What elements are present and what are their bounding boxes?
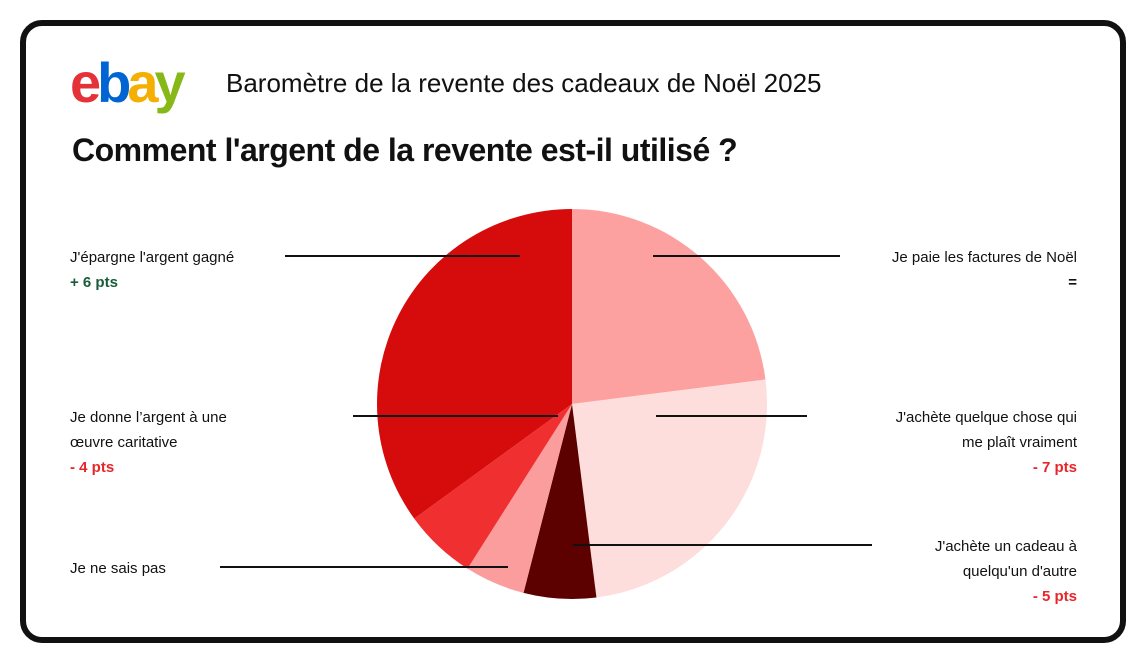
pie-slice xyxy=(377,208,572,519)
logo: ebay xyxy=(70,51,186,114)
change-label: - 7 pts xyxy=(1032,459,1077,476)
label-group: J'achète un cadeau à quelqu'un d'autre - … xyxy=(935,534,1077,609)
chart-subtitle: Comment l'argent de la revente est-il ut… xyxy=(72,132,738,168)
slice-label: Je donne l’argent à une œuvre caritative xyxy=(70,409,227,451)
label-group: Je donne l’argent à une œuvre caritative… xyxy=(70,405,227,480)
pie-slice xyxy=(467,404,572,593)
change-label: - 4 pts xyxy=(70,459,115,476)
frame xyxy=(20,20,1126,643)
change-label: = xyxy=(1068,274,1077,291)
slice-label: J'épargne l'argent gagné xyxy=(70,249,235,266)
label-group: J'achète quelque chose qui me plaît vrai… xyxy=(896,405,1077,480)
pie-slice xyxy=(523,404,597,599)
label-group: J'épargne l'argent gagné + 6 pts xyxy=(70,245,234,295)
slice-label: J'achète un cadeau à quelqu'un d'autre xyxy=(934,538,1077,580)
label-group: Je ne sais pas xyxy=(70,556,166,581)
change-label: - 5 pts xyxy=(1032,588,1077,605)
slice-label: J'achète quelque chose qui me plaît vrai… xyxy=(895,409,1077,451)
pie-slice xyxy=(414,404,572,569)
chart-title: Baromètre de la revente des cadeaux de N… xyxy=(226,68,822,98)
pie-slice xyxy=(572,379,767,598)
label-group: Je paie les factures de Noël = xyxy=(892,245,1077,295)
slice-label: Je paie les factures de Noël xyxy=(891,249,1077,266)
change-label: + 6 pts xyxy=(70,274,118,291)
pie-slice xyxy=(572,209,766,404)
slice-label: Je ne sais pas xyxy=(70,560,166,577)
